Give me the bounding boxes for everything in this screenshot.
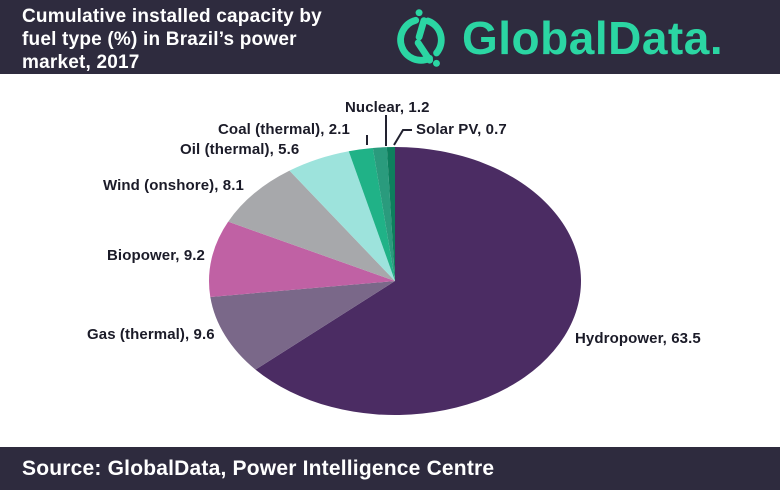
label-leader-lines [366, 115, 412, 146]
pie-slice-hydropower [255, 147, 581, 415]
pie-label-coal-thermal: Coal (thermal), 2.1 [218, 121, 350, 138]
pie-slice-solar-pv [386, 147, 395, 281]
pie-label-gas-thermal: Gas (thermal), 9.6 [87, 326, 215, 343]
pie-label-oil-thermal: Oil (thermal), 5.6 [180, 141, 300, 158]
pie-label-hydropower: Hydropower, 63.5 [575, 330, 701, 347]
globaldata-logo-text: GlobalData. [462, 12, 724, 64]
pie-chart: Nuclear, 1.2 Coal (thermal), 2.1 Solar P… [0, 74, 780, 447]
pie-label-wind-onshore: Wind (onshore), 8.1 [103, 177, 244, 194]
header-band: Cumulative installed capacity by fuel ty… [0, 0, 780, 74]
pie-slice-oil-thermal [289, 151, 395, 281]
pie-slice-wind-onshore [228, 170, 395, 281]
pie-chart-svg [208, 115, 581, 415]
pie-slice-nuclear [372, 147, 395, 281]
globaldata-logo-icon [397, 9, 445, 67]
pie-label-solar-pv: Solar PV, 0.7 [416, 121, 507, 138]
source-text: Source: GlobalData, Power Intelligence C… [22, 456, 495, 480]
pie-slice-coal-thermal [348, 147, 395, 281]
globaldata-logo: GlobalData. [392, 7, 723, 69]
pie-slice-biopower [208, 221, 395, 297]
pie-label-biopower: Biopower, 9.2 [107, 247, 205, 264]
footer-band: Source: GlobalData, Power Intelligence C… [0, 447, 780, 490]
leader-line-solar-pv [393, 129, 412, 146]
chart-title: Cumulative installed capacity by fuel ty… [22, 6, 322, 73]
pie-slice-gas-thermal [210, 281, 395, 370]
pie-label-nuclear: Nuclear, 1.2 [345, 99, 430, 116]
